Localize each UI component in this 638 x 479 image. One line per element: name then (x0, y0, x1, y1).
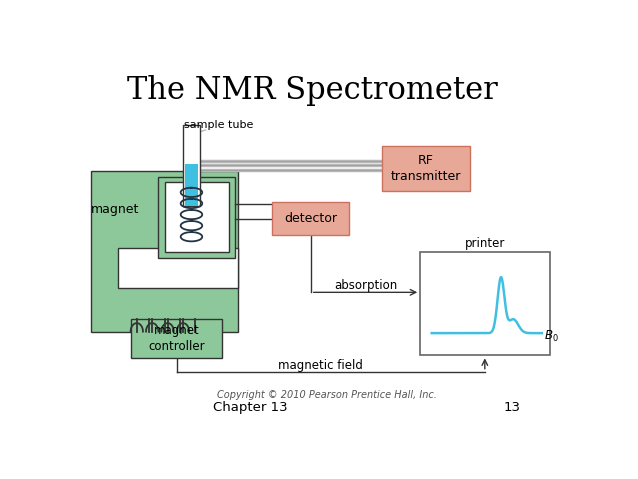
FancyBboxPatch shape (131, 319, 222, 358)
FancyBboxPatch shape (158, 177, 235, 258)
Text: magnet
controller: magnet controller (149, 324, 205, 353)
Text: RF
transmitter: RF transmitter (390, 154, 461, 183)
Text: Copyright © 2010 Pearson Prentice Hall, Inc.: Copyright © 2010 Pearson Prentice Hall, … (217, 390, 437, 400)
Text: $B_0$: $B_0$ (544, 329, 559, 344)
FancyBboxPatch shape (165, 182, 229, 251)
FancyBboxPatch shape (91, 171, 239, 331)
FancyBboxPatch shape (382, 146, 470, 191)
Text: magnet: magnet (91, 204, 140, 217)
Text: detector: detector (285, 212, 338, 225)
Text: 13: 13 (504, 401, 521, 414)
Text: Chapter 13: Chapter 13 (214, 401, 288, 414)
Text: absorption: absorption (334, 279, 397, 292)
FancyBboxPatch shape (272, 202, 350, 235)
FancyBboxPatch shape (420, 251, 549, 355)
Text: printer: printer (464, 237, 505, 251)
FancyBboxPatch shape (184, 164, 198, 206)
FancyBboxPatch shape (118, 249, 238, 288)
Text: sample tube: sample tube (184, 120, 253, 130)
Text: magnetic field: magnetic field (278, 359, 362, 372)
FancyBboxPatch shape (183, 125, 200, 206)
Text: The NMR Spectrometer: The NMR Spectrometer (127, 75, 498, 106)
